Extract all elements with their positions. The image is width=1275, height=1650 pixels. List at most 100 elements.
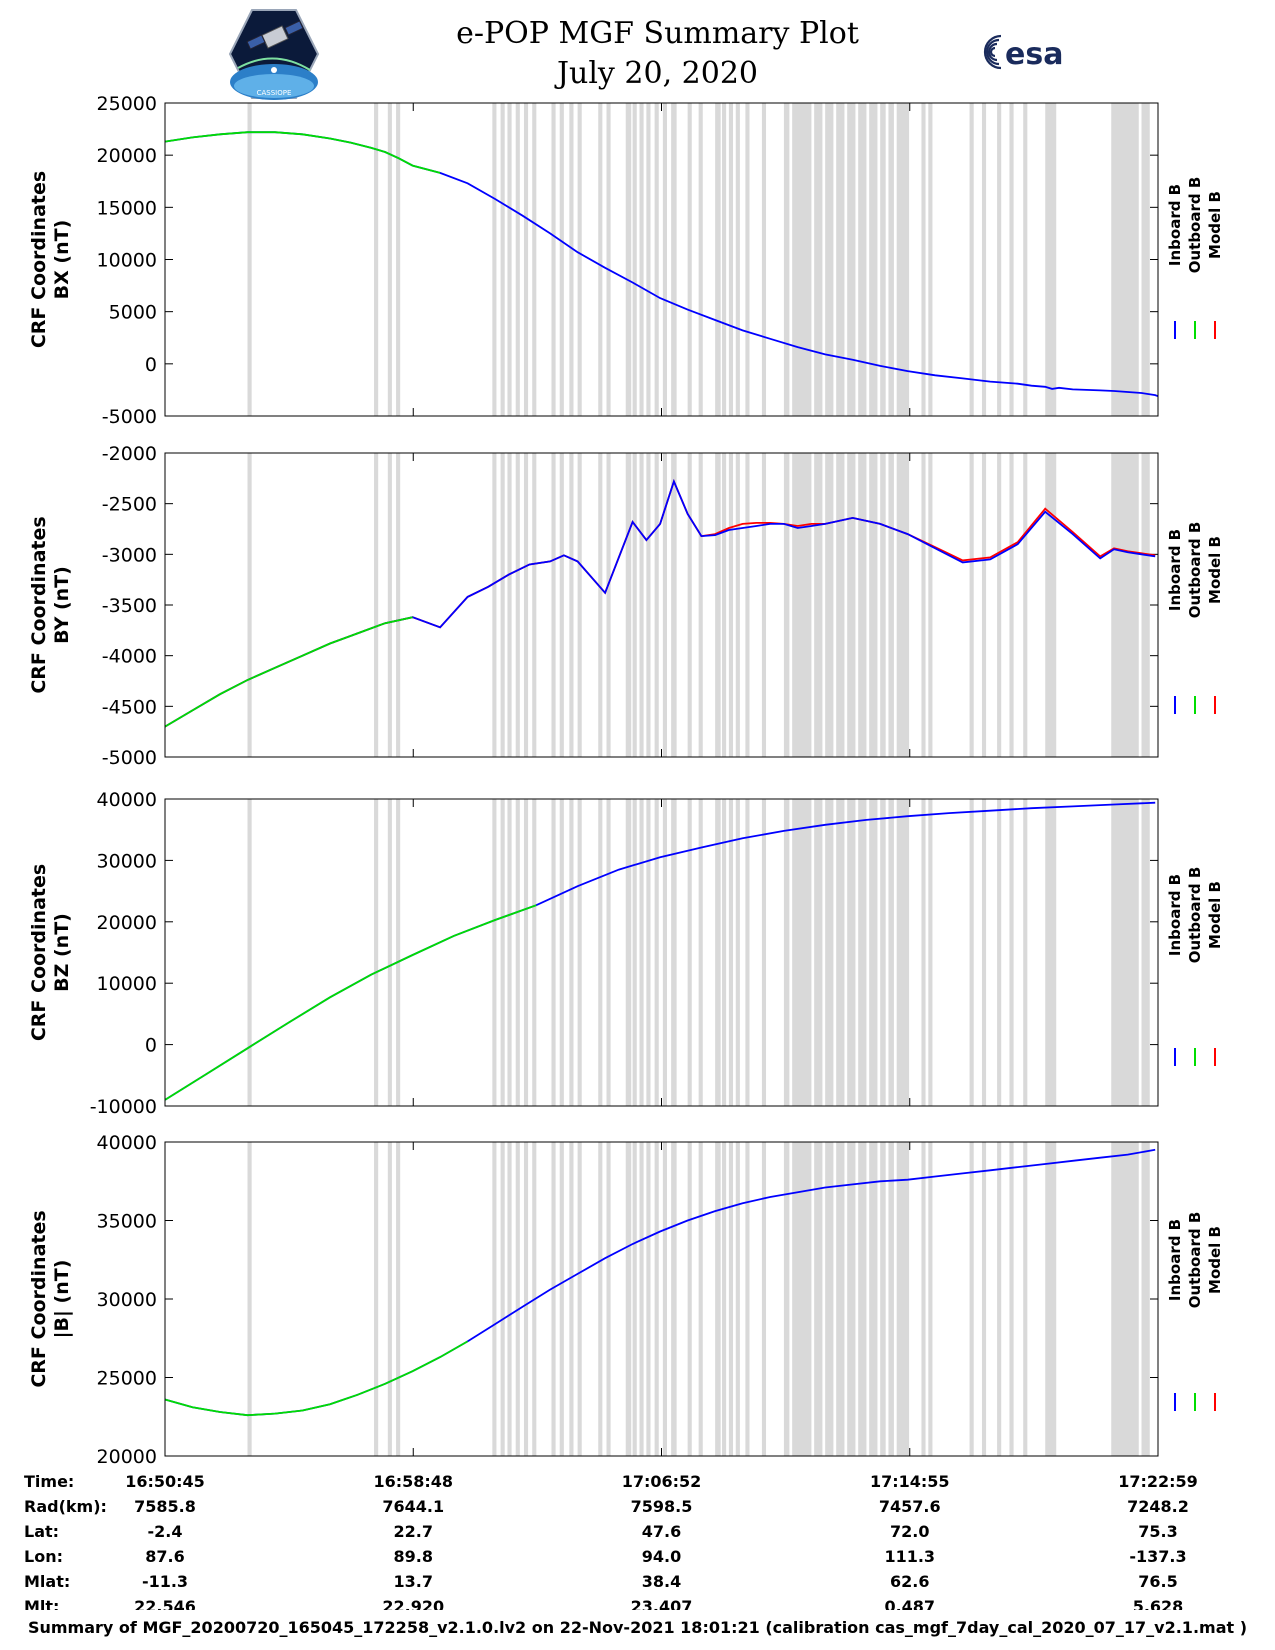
gap-band-p3-44 [969, 799, 974, 1106]
gap-band-p2-19 [646, 453, 651, 757]
ytick-label-p1-6: -5000 [102, 406, 157, 428]
gap-band-p1-9 [532, 103, 537, 416]
gap-band-p2-14 [598, 453, 603, 757]
gap-band-p3-48 [1023, 799, 1028, 1106]
gap-band-p4-26 [722, 1142, 727, 1456]
gap-band-p3-23 [687, 799, 692, 1106]
ylabel-line1-p1: CRF Coordinates [28, 171, 50, 348]
gap-band-p3-6 [507, 799, 512, 1106]
gap-band-p2-1 [374, 453, 379, 757]
gap-band-p4-10 [551, 1142, 556, 1456]
gap-band-p3-27 [728, 799, 734, 1106]
info-cell-c1-r2: 22.7 [394, 1522, 433, 1541]
gap-band-p2-44 [969, 453, 974, 757]
ylabel-line2-p4: |B| (nT) [51, 1260, 73, 1339]
ytick-label-p1-4: 5000 [109, 302, 157, 324]
gap-band-p3-36 [847, 799, 856, 1106]
gap-band-p1-20 [654, 103, 659, 416]
gap-band-p3-18 [639, 799, 644, 1106]
gap-band-p1-43 [928, 103, 933, 416]
ytick-label-p1-1: 20000 [97, 145, 157, 167]
info-row-label-0: Time: [24, 1472, 74, 1491]
gap-band-p3-46 [997, 799, 1002, 1106]
gap-band-p3-34 [825, 799, 834, 1106]
gap-band-p1-7 [515, 103, 520, 416]
gap-band-p1-22 [671, 103, 677, 416]
gap-band-p1-31 [783, 103, 790, 416]
gap-band-p2-34 [825, 453, 834, 757]
gap-band-p1-5 [500, 103, 505, 416]
gap-band-p2-8 [523, 453, 529, 757]
gap-band-p2-15 [606, 453, 611, 757]
gap-band-p3-21 [662, 799, 668, 1106]
gap-band-p1-8 [523, 103, 529, 416]
gap-band-p3-7 [515, 799, 520, 1106]
gap-band-p2-40 [888, 453, 894, 757]
cassiope-logo: CASSIOPE [228, 8, 320, 104]
gap-band-p3-51 [1141, 799, 1150, 1106]
ytick-label-p4-2: 30000 [97, 1289, 157, 1311]
gap-band-p4-27 [728, 1142, 734, 1456]
gap-band-p1-24 [698, 103, 703, 416]
info-cell-c3-r1: 7457.6 [879, 1497, 941, 1516]
gap-band-p4-24 [698, 1142, 703, 1456]
ytick-label-p3-1: 30000 [97, 850, 157, 872]
gap-band-p2-2 [387, 453, 392, 757]
gap-band-p3-0 [247, 799, 252, 1106]
gap-band-p4-4 [492, 1142, 497, 1456]
info-cell-c4-r1: 7248.2 [1127, 1497, 1189, 1516]
info-cell-c0-r2: -2.4 [148, 1522, 183, 1541]
ytick-label-p3-5: -10000 [90, 1096, 157, 1118]
gap-band-p1-17 [632, 103, 637, 416]
header: CASSIOPE e-POP MGF Summary Plot July 20,… [0, 0, 1275, 100]
gap-band-p2-5 [500, 453, 505, 757]
series-model-p2 [164, 478, 1156, 728]
gap-band-p2-24 [698, 453, 703, 757]
gap-band-p1-28 [735, 103, 740, 416]
series-outboard-p1 [164, 131, 441, 174]
gap-band-p4-33 [814, 1142, 823, 1456]
gap-band-p4-12 [569, 1142, 574, 1456]
legend-label-inboard-p3: Inboard B [1166, 874, 1184, 956]
info-row-label-1: Rad(km): [24, 1497, 107, 1516]
gap-band-p3-22 [671, 799, 677, 1106]
gap-band-p2-7 [515, 453, 520, 757]
gap-band-p2-20 [654, 453, 659, 757]
gap-band-p1-51 [1141, 103, 1150, 416]
gap-band-p1-19 [646, 103, 651, 416]
gap-band-p4-28 [735, 1142, 740, 1456]
gap-band-p1-40 [888, 103, 894, 416]
gap-band-p1-48 [1023, 103, 1028, 416]
legend-label-model-p2: Model B [1206, 536, 1224, 604]
gap-band-p1-12 [569, 103, 574, 416]
ytick-label-p2-3: -3500 [102, 595, 157, 617]
gap-band-p4-40 [888, 1142, 894, 1456]
info-row-label-5: Mlt: [24, 1597, 59, 1610]
gap-band-p4-18 [639, 1142, 644, 1456]
gap-band-p3-13 [577, 799, 582, 1106]
ytick-label-p1-3: 10000 [97, 250, 157, 272]
info-cell-c3-r0: 17:14:55 [870, 1472, 950, 1491]
gap-band-p2-38 [869, 453, 878, 757]
plot-frame-p2 [164, 452, 1159, 758]
legend-label-inboard-p4: Inboard B [1166, 1219, 1184, 1301]
gap-band-p4-37 [858, 1142, 867, 1456]
ytick-label-p3-0: 40000 [97, 789, 157, 811]
gap-band-p4-1 [374, 1142, 379, 1456]
gap-band-p1-21 [662, 103, 668, 416]
gap-band-p3-26 [722, 799, 727, 1106]
gap-band-p2-0 [247, 453, 252, 757]
info-cell-c2-r1: 7598.5 [631, 1497, 693, 1516]
info-cell-c1-r3: 89.8 [394, 1547, 433, 1566]
gap-band-p4-8 [523, 1142, 529, 1456]
gap-band-p2-48 [1023, 453, 1028, 757]
gap-band-p1-36 [847, 103, 856, 416]
gap-band-p2-32 [792, 453, 812, 757]
ytick-label-p2-6: -5000 [102, 747, 157, 769]
gap-band-p1-11 [559, 103, 564, 416]
info-cell-c2-r4: 38.4 [642, 1572, 681, 1591]
gap-band-p2-31 [783, 453, 790, 757]
gap-band-p4-51 [1141, 1142, 1150, 1456]
ytick-label-p4-4: 20000 [97, 1446, 157, 1468]
gap-band-p3-45 [981, 799, 987, 1106]
